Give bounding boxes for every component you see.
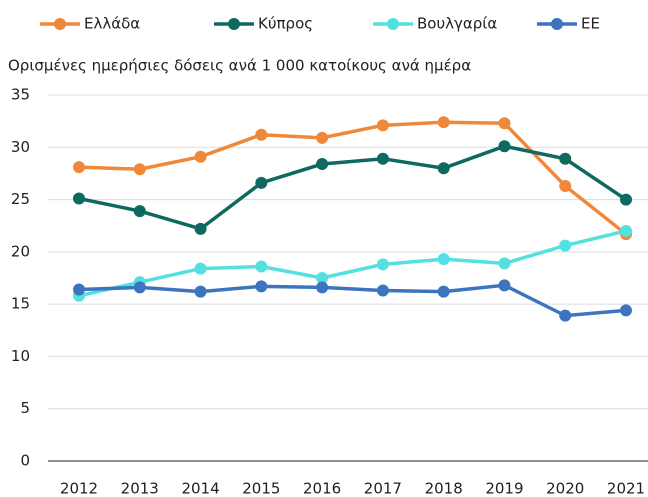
data-point	[498, 257, 511, 270]
data-point	[194, 285, 207, 298]
data-point	[437, 253, 450, 266]
data-point	[437, 285, 450, 298]
data-point	[255, 176, 268, 189]
series-line	[78, 120, 628, 236]
data-point	[559, 309, 572, 322]
data-point	[73, 283, 85, 296]
data-point	[437, 162, 450, 175]
x-tick-label: 2017	[364, 480, 402, 497]
y-tick-label: 5	[20, 399, 30, 417]
series-line	[78, 283, 627, 318]
data-point	[437, 116, 450, 129]
legend-marker	[387, 18, 399, 30]
x-tick-label: 2019	[485, 480, 523, 497]
y-tick-label: 0	[20, 452, 30, 470]
data-point	[316, 272, 329, 284]
legend-label: Ελλάδα	[84, 15, 140, 33]
data-point	[133, 281, 146, 294]
legend-label: Βουλγαρία	[417, 15, 497, 33]
data-point	[255, 280, 268, 293]
y-tick-label: 35	[11, 86, 30, 104]
x-tick-label: 2018	[425, 480, 463, 497]
data-point	[376, 284, 389, 297]
y-tick-label: 20	[11, 242, 30, 260]
y-tick-label: 10	[11, 347, 30, 365]
legend-label: ΕΕ	[581, 15, 600, 33]
data-point	[498, 279, 511, 292]
series-line	[78, 229, 627, 298]
data-point	[559, 152, 572, 165]
chart-subtitle: Ορισμένες ημερήσιες δόσεις ανά 1 000 κατ…	[8, 57, 471, 75]
data-point	[133, 205, 146, 218]
data-point	[620, 193, 632, 206]
data-point	[73, 192, 85, 205]
data-point	[255, 260, 268, 273]
x-tick-label: 2021	[607, 480, 645, 497]
legend-label: Κύπρος	[258, 15, 313, 33]
y-tick-label: 15	[11, 295, 30, 313]
x-tick-label: 2012	[60, 480, 98, 497]
data-point	[316, 281, 329, 294]
data-point	[498, 117, 511, 130]
data-point	[559, 239, 572, 252]
x-tick-label: 2020	[546, 480, 584, 497]
data-point	[620, 304, 632, 317]
data-point	[133, 163, 146, 176]
data-point	[316, 131, 329, 144]
y-tick-label: 25	[11, 190, 30, 208]
x-tick-label: 2015	[242, 480, 280, 497]
data-point	[194, 150, 207, 163]
series-line	[78, 144, 627, 231]
data-point	[316, 158, 329, 171]
legend-marker	[54, 18, 66, 30]
data-point	[73, 161, 85, 174]
legend-marker	[228, 18, 240, 30]
data-point	[498, 140, 511, 153]
data-point	[376, 258, 389, 271]
data-point	[255, 128, 268, 141]
y-tick-label: 30	[11, 138, 30, 156]
data-point	[194, 222, 207, 235]
legend-marker	[551, 18, 563, 30]
x-tick-label: 2016	[303, 480, 341, 497]
data-point	[376, 152, 389, 165]
data-point	[559, 179, 572, 192]
x-tick-label: 2013	[121, 480, 159, 497]
data-point	[620, 224, 632, 237]
data-point	[194, 262, 207, 275]
x-tick-label: 2014	[181, 480, 219, 497]
data-point	[376, 119, 389, 132]
